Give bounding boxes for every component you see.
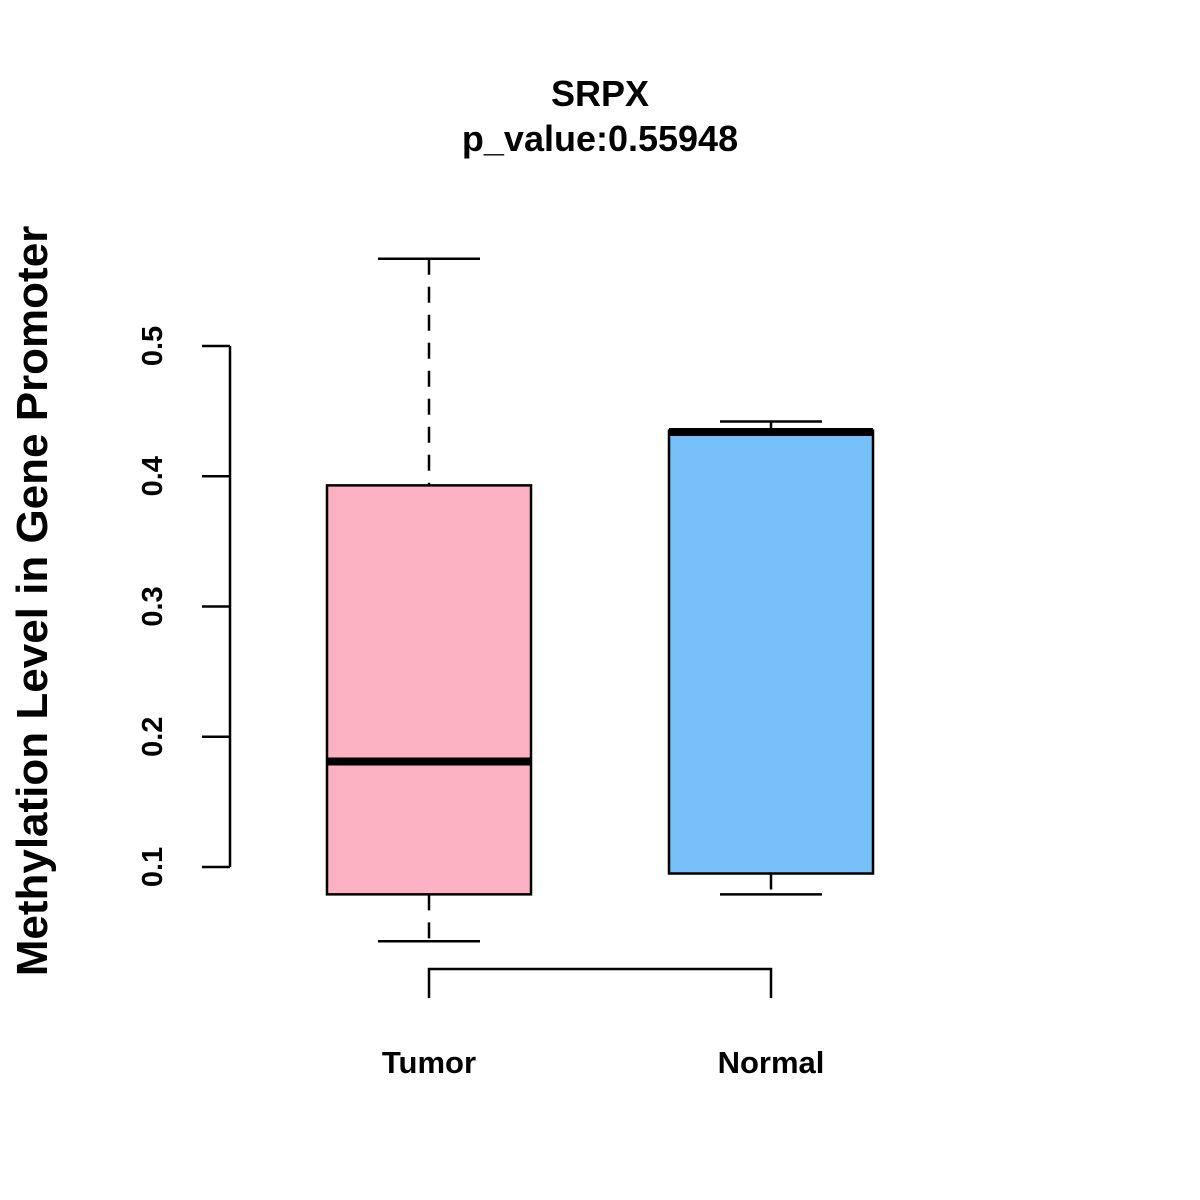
x-label-normal: Normal	[718, 1045, 825, 1080]
y-tick-label-4: 0.5	[137, 326, 169, 366]
boxes	[325, 257, 875, 943]
box-normal	[667, 420, 875, 896]
y-tick-label-3: 0.4	[137, 456, 169, 496]
comparison-bracket	[427, 967, 773, 998]
bracket-line	[427, 967, 773, 998]
box-body	[325, 484, 533, 896]
y-tick-label-0: 0.1	[137, 847, 169, 887]
box-tumor	[325, 257, 533, 943]
chart-title: SRPX	[551, 73, 649, 114]
x-label-tumor: Tumor	[382, 1045, 476, 1080]
x-axis-labels: Tumor Normal	[382, 1045, 824, 1080]
y-tick-label-1: 0.2	[137, 717, 169, 757]
y-axis: 0.1 0.2 0.3 0.4 0.5	[137, 326, 232, 887]
y-tick-label-2: 0.3	[137, 586, 169, 626]
chart-subtitle: p_value:0.55948	[462, 118, 738, 159]
box-body	[667, 429, 875, 875]
y-axis-label: Methylation Level in Gene Promoter	[8, 226, 57, 977]
